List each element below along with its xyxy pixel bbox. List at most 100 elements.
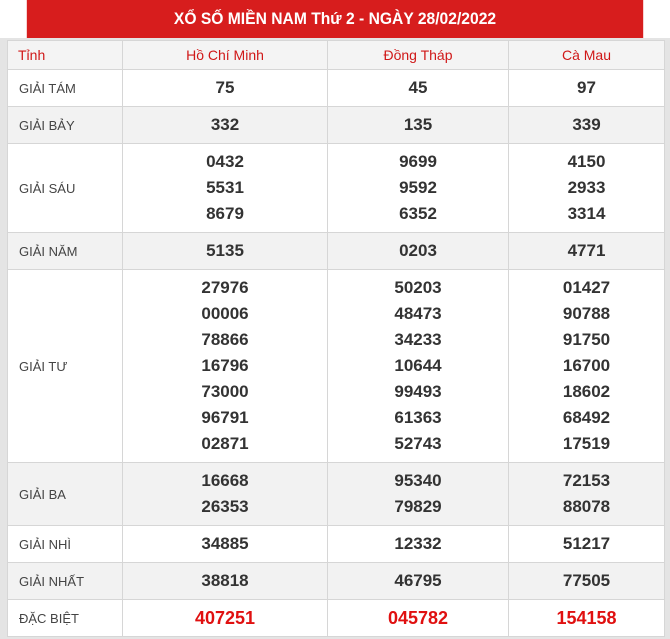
prize-number: 3314 (567, 204, 606, 223)
prize-number: 01427 (562, 278, 611, 297)
prize-number: 48473 (394, 304, 442, 323)
prize-label: ĐẶC BIỆT (7, 599, 123, 637)
province-label: Tỉnh (7, 40, 123, 70)
prize-cell: 135 (327, 106, 509, 144)
prize-row: GIẢI TÁM 75 45 97 (7, 69, 665, 107)
prize-cell: 38818 (122, 562, 328, 600)
prize-number: 88078 (562, 497, 611, 516)
prize-cell: 12332 (327, 525, 509, 563)
prize-row: GIẢI BA 16668 26353 95340 79829 72153 88078 (7, 462, 665, 526)
prize-cell: 97 (508, 69, 665, 107)
prize-number: 77505 (562, 571, 611, 590)
prize-cell: 75 (122, 69, 328, 107)
prize-cell: 0432 5531 8679 (122, 143, 328, 233)
prize-row: GIẢI TƯ 27976 00006 78866 16796 73000 96791 028… (7, 269, 665, 463)
prize-cell: 27976 00006 78866 16796 73000 96791 02871 (122, 269, 328, 463)
prize-cell: 01427 90788 91750 16700 18602 68492 17519 (508, 269, 665, 463)
prize-cell: 4771 (508, 232, 665, 270)
prize-cell: 95340 79829 (327, 462, 509, 526)
prize-row: GIẢI NHẤT 38818 46795 77505 (7, 562, 665, 600)
prize-number: 9699 (399, 152, 437, 171)
prize-number: 0203 (399, 241, 437, 260)
prize-number: 6352 (399, 204, 437, 223)
prize-number: 68492 (562, 408, 611, 427)
prize-number: 27976 (201, 278, 249, 297)
prize-label: GIẢI TƯ (7, 269, 123, 463)
prize-cell: 0203 (327, 232, 509, 270)
prize-number: 00006 (201, 304, 249, 323)
prize-number: 2933 (567, 178, 606, 197)
prize-number: 5531 (206, 178, 244, 197)
page-title: XỔ SỐ MIỀN NAM Thứ 2 - NGÀY 28/02/2022 (26, 0, 644, 38)
prize-number: 26353 (201, 497, 249, 516)
prize-cell: 51217 (508, 525, 665, 563)
prize-number: 95340 (394, 471, 442, 490)
prize-cell: 4150 2933 3314 (508, 143, 665, 233)
prize-number: 4150 (567, 152, 606, 171)
prize-cell: 9699 9592 6352 (327, 143, 509, 233)
prize-number: 97 (577, 78, 596, 97)
prize-number: 34885 (201, 534, 249, 553)
prize-row: GIẢI BẢY 332 135 339 (7, 106, 665, 144)
prize-number: 45 (408, 78, 428, 97)
prize-row: GIẢI NHÌ 34885 12332 51217 (7, 525, 665, 563)
prize-cell: 154158 (508, 599, 665, 637)
prize-row: GIẢI NĂM 5135 0203 4771 (7, 232, 665, 270)
prize-number: 79829 (394, 497, 442, 516)
prize-cell: 46795 (327, 562, 509, 600)
prize-number: 12332 (394, 534, 442, 553)
prize-label: GIẢI TÁM (7, 69, 123, 107)
prize-number: 38818 (201, 571, 249, 590)
prize-label: GIẢI NHẤT (7, 562, 123, 600)
prize-number: 5135 (206, 241, 244, 260)
prize-label: GIẢI BẢY (7, 106, 123, 144)
prize-number: 72153 (562, 471, 611, 490)
prize-cell: 332 (122, 106, 328, 144)
prize-number: 99493 (394, 382, 442, 401)
prize-number: 96791 (201, 408, 249, 427)
prize-cell: 5135 (122, 232, 328, 270)
prize-number: 50203 (394, 278, 442, 297)
province-header[interactable]: Cà Mau (508, 40, 665, 70)
prize-number: 52743 (394, 434, 442, 453)
prize-label: GIẢI BA (7, 462, 123, 526)
prize-number: 154158 (556, 608, 617, 628)
prize-cell: 16668 26353 (122, 462, 328, 526)
prize-number: 78866 (201, 330, 249, 349)
prize-number: 18602 (562, 382, 611, 401)
prize-number: 16668 (201, 471, 249, 490)
prize-label: GIẢI NHÌ (7, 525, 123, 563)
prize-number: 135 (403, 115, 433, 134)
province-header[interactable]: Đồng Tháp (327, 40, 509, 70)
prize-number: 332 (210, 115, 240, 134)
prize-number: 75 (215, 78, 235, 97)
prize-number: 0432 (206, 152, 244, 171)
prize-cell: 72153 88078 (508, 462, 665, 526)
prize-label: GIẢI SÁU (7, 143, 123, 233)
table-header: Tỉnh Hồ Chí Minh Đồng Tháp Cà Mau (7, 40, 665, 70)
prize-number: 61363 (394, 408, 442, 427)
prize-number: 9592 (399, 178, 437, 197)
prize-number: 16796 (201, 356, 249, 375)
prize-number: 51217 (562, 534, 611, 553)
prize-number: 73000 (201, 382, 249, 401)
results-panel: Tỉnh Hồ Chí Minh Đồng Tháp Cà Mau GIẢI T… (0, 38, 670, 639)
prize-number: 407251 (194, 608, 256, 628)
prize-number: 34233 (394, 330, 442, 349)
prize-number: 339 (572, 115, 601, 134)
prize-number: 17519 (562, 434, 611, 453)
prize-number: 045782 (387, 608, 449, 628)
province-header[interactable]: Hồ Chí Minh (122, 40, 328, 70)
prize-number: 90788 (562, 304, 611, 323)
prize-row: GIẢI SÁU 0432 5531 8679 9699 9592 6352 4150 2933… (7, 143, 665, 233)
results-table: Tỉnh Hồ Chí Minh Đồng Tháp Cà Mau GIẢI T… (7, 40, 665, 637)
prize-cell: 50203 48473 34233 10644 99493 61363 52743 (327, 269, 509, 463)
prize-cell: 339 (508, 106, 665, 144)
prize-number: 46795 (394, 571, 442, 590)
prize-cell: 045782 (327, 599, 509, 637)
prize-cell: 407251 (122, 599, 328, 637)
prize-number: 8679 (206, 204, 244, 223)
prize-number: 91750 (562, 330, 611, 349)
prize-label: GIẢI NĂM (7, 232, 123, 270)
prize-number: 4771 (567, 241, 606, 260)
